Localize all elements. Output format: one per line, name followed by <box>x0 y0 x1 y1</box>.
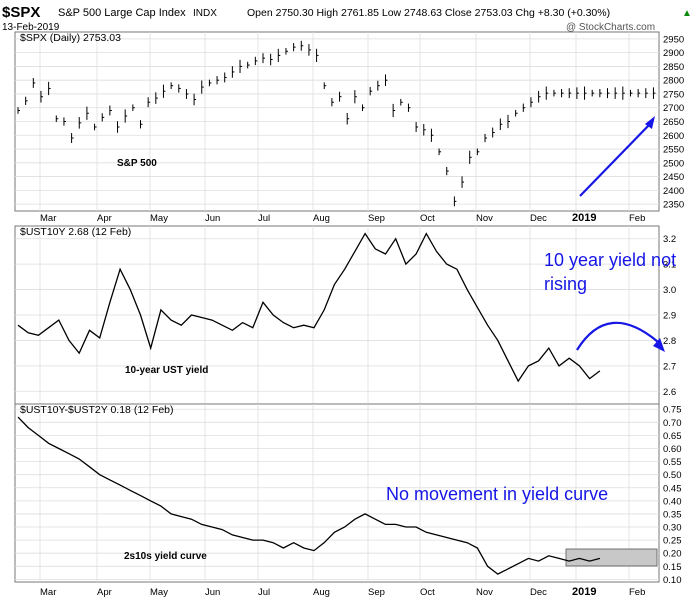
y-tick-label: 2950 <box>663 34 684 45</box>
x-tick-label: 2019 <box>572 212 596 224</box>
spread-annotation: No movement in yield curve <box>386 484 608 504</box>
panel-ust10y-title: $UST10Y 2.68 (12 Feb) <box>20 226 131 238</box>
header-date: 13-Feb-2019 <box>2 22 60 33</box>
y-tick-label: 2.7 <box>663 361 676 372</box>
y-tick-label: 2850 <box>663 62 684 73</box>
panel-spread-marks <box>17 416 601 575</box>
y-tick-label: 2.8 <box>663 336 676 347</box>
panel-spread-label: 2s10s yield curve <box>124 551 207 562</box>
header-exchange: INDX <box>193 8 217 19</box>
y-tick-label: 0.25 <box>663 536 682 547</box>
ust10y-curve-arrowhead <box>653 338 665 352</box>
x-tick-label: Feb <box>629 213 645 224</box>
x-tick-label: Nov <box>476 587 493 598</box>
y-tick-label: 2.6 <box>663 387 676 398</box>
y-tick-label: 0.45 <box>663 483 682 494</box>
ust10y-curve-arrow <box>576 321 659 351</box>
header-name: S&P 500 Large Cap Index <box>58 7 186 19</box>
x-tick-label: Aug <box>313 213 330 224</box>
panel-spread: 0.10 0.15 0.20 0.25 0.30 0.35 0.40 0.45 0.50 0.55… <box>14 403 682 586</box>
y-tick-label: 2600 <box>663 131 684 142</box>
x-tick-label: May <box>150 587 168 598</box>
x-tick-label: May <box>150 213 168 224</box>
x-tick-label: Oct <box>420 587 435 598</box>
x-tick-label: Sep <box>368 587 385 598</box>
panel-spx-title: $SPX (Daily) 2753.03 <box>20 32 121 44</box>
y-tick-label: 3.2 <box>663 234 676 245</box>
panel-spread-yaxis: 0.10 0.15 0.20 0.25 0.30 0.35 0.40 0.45 0.50 0.55… <box>663 405 682 586</box>
panel-ust10y: 2.6 2.7 2.8 2.9 3.0 3.1 3.2 $UST10Y 2.68 (12 F… <box>14 225 681 405</box>
spread-flat-highlight <box>565 548 658 567</box>
x-axis-bottom: Mar Apr May Jun Jul Aug Sep Oct Nov Dec 2019 Feb <box>40 586 645 598</box>
panel-spread-frame <box>14 403 660 583</box>
panel-spx-grid <box>15 32 659 211</box>
panel-ust10y-grid <box>15 226 659 404</box>
up-arrow-icon: ▲ <box>682 8 692 19</box>
x-tick-label: Dec <box>530 587 547 598</box>
y-tick-label: 2500 <box>663 158 684 169</box>
y-tick-label: 2450 <box>663 172 684 183</box>
x-tick-label: Mar <box>40 213 56 224</box>
spx-trend-arrow <box>579 123 651 197</box>
y-tick-label: 3.0 <box>663 285 676 296</box>
y-tick-label: 0.65 <box>663 431 682 442</box>
ust10y-annotation-line2: rising <box>544 274 587 294</box>
panel-spx: 2350 2400 2450 2500 2550 2600 2650 2700 2750 2800… <box>14 31 684 212</box>
y-tick-label: 0.15 <box>663 562 682 573</box>
panel-ust10y-label: 10-year UST yield <box>125 365 208 376</box>
y-tick-label: 0.50 <box>663 470 682 481</box>
x-tick-label: Jun <box>205 213 220 224</box>
y-tick-label: 2800 <box>663 76 684 87</box>
x-tick-label: Sep <box>368 213 385 224</box>
x-tick-label: Jul <box>258 213 270 224</box>
y-tick-label: 2.9 <box>663 311 676 322</box>
x-axis-top: Mar Apr May Jun Jul Aug Sep Oct Nov Dec 2019 Feb <box>40 212 645 224</box>
spx-trend-arrowhead <box>645 116 655 129</box>
series-line-3 <box>17 416 601 575</box>
y-tick-label: 0.20 <box>663 549 682 560</box>
y-tick-label: 0.10 <box>663 575 682 586</box>
y-tick-label: 2550 <box>663 145 684 156</box>
x-tick-label: Mar <box>40 587 56 598</box>
panel-spx-label: S&P 500 <box>117 158 157 169</box>
ust10y-annotation: 10 year yield not rising <box>544 250 681 294</box>
y-tick-label: 0.55 <box>663 457 682 468</box>
panel-ust10y-marks <box>17 232 601 383</box>
x-tick-label: Apr <box>97 213 112 224</box>
header-quote: Open 2750.30 High 2761.85 Low 2748.63 Cl… <box>247 7 610 19</box>
x-tick-label: Jul <box>258 587 270 598</box>
panel-spread-title: $UST10Y-$UST2Y 0.18 (12 Feb) <box>20 404 174 416</box>
y-tick-label: 0.35 <box>663 509 682 520</box>
panel-spx-marks <box>17 40 656 207</box>
x-tick-label: Feb <box>629 587 645 598</box>
panel-ust10y-yaxis: 2.6 2.7 2.8 2.9 3.0 3.1 3.2 <box>663 234 676 398</box>
y-tick-label: 3.1 <box>663 260 676 271</box>
panel-spread-grid <box>15 404 659 582</box>
y-tick-label: 2650 <box>663 117 684 128</box>
y-tick-label: 0.40 <box>663 496 682 507</box>
y-tick-label: 0.70 <box>663 418 682 429</box>
header-symbol: $SPX <box>2 4 40 21</box>
y-tick-label: 2900 <box>663 48 684 59</box>
y-tick-label: 2750 <box>663 89 684 100</box>
x-tick-label: Apr <box>97 587 112 598</box>
y-tick-label: 2400 <box>663 186 684 197</box>
x-tick-label: Oct <box>420 213 435 224</box>
y-tick-label: 2350 <box>663 200 684 211</box>
y-tick-label: 0.30 <box>663 523 682 534</box>
y-tick-label: 2700 <box>663 103 684 114</box>
ust10y-annotation-line1: 10 year yield not <box>544 250 676 270</box>
y-tick-label: 0.60 <box>663 444 682 455</box>
x-tick-label: Aug <box>313 587 330 598</box>
y-tick-label: 0.75 <box>663 405 682 416</box>
watermark: @ StockCharts.com <box>566 22 655 33</box>
series-line-2 <box>17 232 601 383</box>
panel-spx-yaxis: 2350 2400 2450 2500 2550 2600 2650 2700 2750 2800… <box>663 34 684 210</box>
x-tick-label: Nov <box>476 213 493 224</box>
x-tick-label: Dec <box>530 213 547 224</box>
x-tick-label: Jun <box>205 587 220 598</box>
x-tick-label: 2019 <box>572 586 596 598</box>
